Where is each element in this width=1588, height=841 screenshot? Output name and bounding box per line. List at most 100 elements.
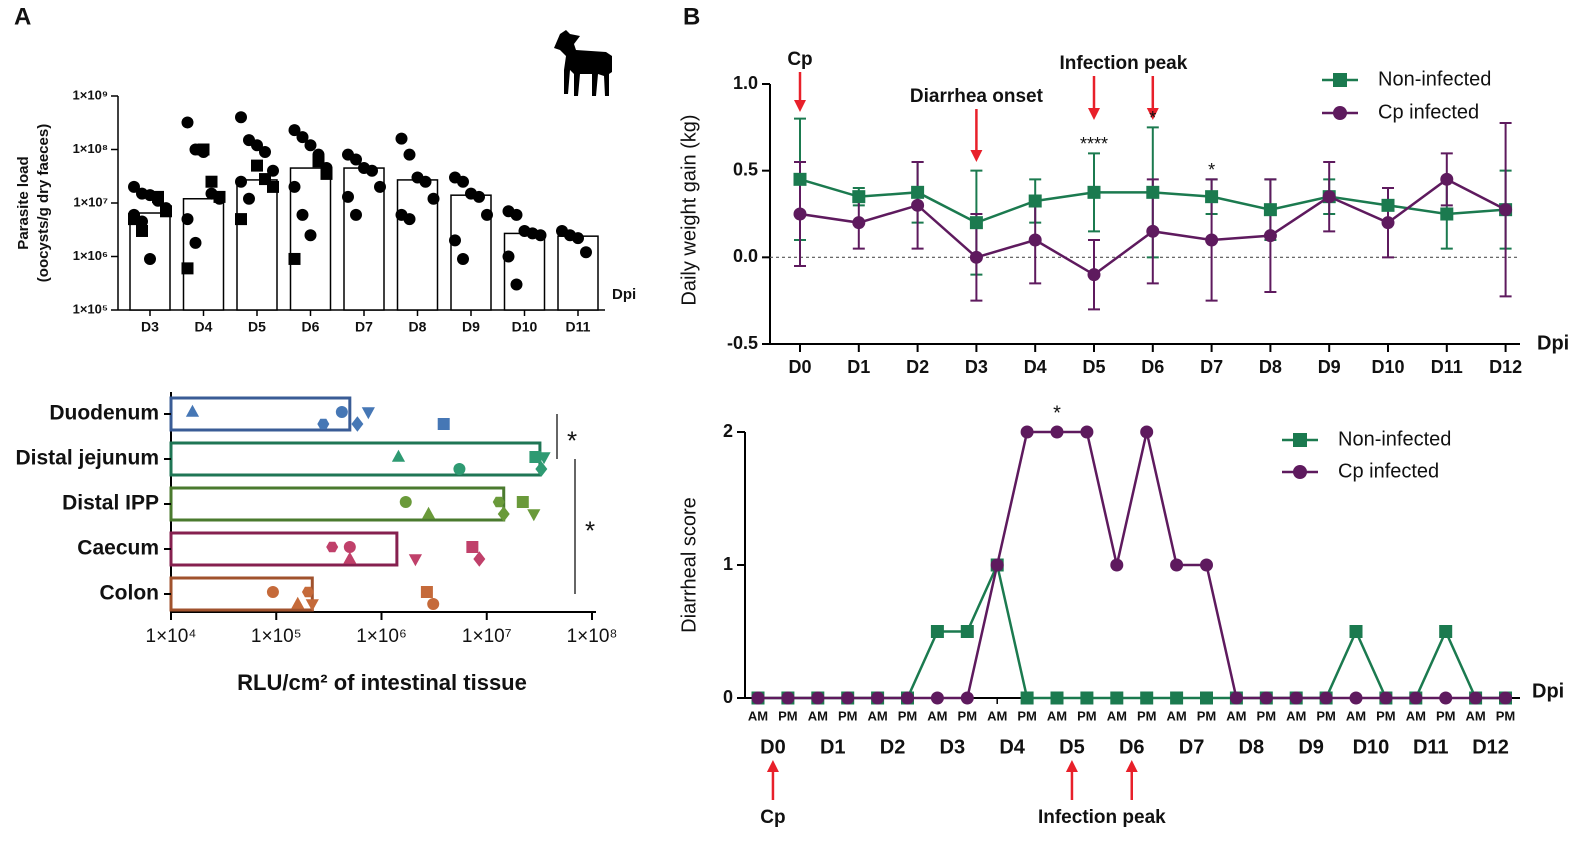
x-tick-label: D8	[409, 319, 427, 335]
data-point	[335, 406, 348, 418]
data-point	[144, 252, 156, 265]
data-point	[1499, 203, 1513, 217]
legend-label: Non-infected	[1378, 68, 1491, 90]
data-point	[1146, 185, 1160, 199]
x-group-label: D7	[1179, 736, 1205, 758]
data-point	[811, 691, 825, 705]
data-point	[403, 213, 416, 226]
x-tick-label: AM	[1166, 708, 1186, 723]
data-point	[1200, 558, 1213, 572]
x-tick-label: 1×10⁴	[146, 626, 197, 647]
x-end-label: Dpi	[612, 286, 636, 303]
x-tick-label: PM	[898, 708, 918, 723]
data-point	[1319, 691, 1333, 705]
significance-star: *	[1149, 108, 1156, 128]
bar	[169, 531, 399, 567]
x-tick-label: D5	[248, 319, 266, 335]
x-tick-label: D4	[195, 319, 213, 335]
data-point	[1200, 691, 1213, 705]
x-tick-label: 1×10⁶	[356, 626, 407, 647]
data-point	[361, 407, 375, 420]
x-tick-label: D6	[302, 319, 320, 335]
x-group-label: D0	[760, 736, 786, 758]
y-tick-label: 1	[723, 554, 733, 574]
x-tick-label: D4	[1024, 357, 1047, 377]
x-tick-label: AM	[1346, 708, 1366, 723]
data-point	[1322, 190, 1336, 204]
x-tick-label: 1×10⁷	[462, 626, 512, 647]
data-point	[304, 139, 317, 152]
data-point	[1140, 425, 1154, 439]
data-point	[990, 558, 1004, 572]
x-tick-label: D7	[355, 319, 373, 335]
x-tick-label: D12	[1489, 357, 1522, 377]
data-point	[449, 234, 461, 247]
annotation-text: Infection peak	[1038, 807, 1166, 828]
y-tick-label: 0.0	[733, 246, 758, 266]
x-tick-label: PM	[1197, 708, 1217, 723]
data-point	[960, 625, 974, 638]
x-tick-label: PM	[1316, 708, 1336, 723]
data-point	[305, 599, 319, 612]
legend-marker	[1293, 433, 1307, 447]
x-group-label: D6	[1119, 736, 1145, 758]
data-point	[136, 224, 148, 237]
y-tick-label: 1×10⁶	[73, 248, 108, 263]
x-group-label: D1	[820, 736, 846, 758]
bar	[169, 441, 542, 477]
y-axis-label: Daily weight gain (kg)	[678, 114, 700, 305]
x-tick-label: D7	[1200, 357, 1223, 377]
data-point	[527, 509, 541, 522]
data-point	[391, 449, 406, 462]
data-point	[259, 145, 271, 158]
data-point	[1080, 691, 1094, 705]
data-point	[1028, 194, 1042, 208]
bar	[557, 235, 599, 311]
data-point	[852, 190, 866, 204]
data-point	[128, 213, 140, 226]
x-tick-label: D0	[788, 357, 811, 377]
x-tick-label: D9	[462, 319, 480, 335]
y-tick-label: 1×10⁵	[73, 301, 108, 316]
data-point	[251, 159, 263, 172]
annotation-arrowhead	[1146, 108, 1159, 120]
y-axis-label: Diarrheal score	[678, 497, 700, 633]
x-tick-label: AM	[1465, 708, 1485, 723]
data-point	[969, 216, 983, 230]
data-point	[427, 192, 440, 205]
panel-label: B	[683, 3, 700, 30]
data-point	[320, 167, 333, 180]
data-point	[457, 175, 469, 188]
legend-label: Cp infected	[1338, 460, 1439, 482]
data-point	[1263, 203, 1277, 217]
data-point	[251, 139, 263, 152]
data-point	[408, 554, 423, 567]
annotation-arrowhead	[970, 150, 983, 162]
significance-star: *	[567, 425, 577, 455]
x-tick-label: D8	[1259, 357, 1282, 377]
data-point	[871, 691, 885, 705]
data-point	[534, 229, 547, 242]
data-point	[537, 452, 551, 465]
x-tick-label: D3	[965, 357, 988, 377]
x-tick-label: D10	[1371, 357, 1404, 377]
data-point	[343, 551, 357, 564]
data-point	[930, 691, 944, 705]
x-tick-label: PM	[1376, 708, 1396, 723]
significance-star: *	[585, 515, 595, 545]
data-point	[1499, 691, 1512, 705]
data-point	[852, 216, 866, 230]
data-point	[427, 598, 440, 610]
x-group-label: D4	[999, 736, 1025, 758]
y-tick-label: Distal IPP	[62, 492, 159, 515]
data-point	[1439, 691, 1453, 705]
annotation-text: Diarrhea onset	[910, 86, 1044, 107]
data-point	[304, 229, 317, 242]
data-point	[1229, 691, 1243, 705]
lamb-icon	[554, 30, 612, 96]
data-point	[291, 596, 305, 609]
data-point	[266, 586, 279, 598]
data-point	[457, 252, 469, 265]
data-point	[399, 496, 412, 508]
data-point	[366, 164, 378, 177]
